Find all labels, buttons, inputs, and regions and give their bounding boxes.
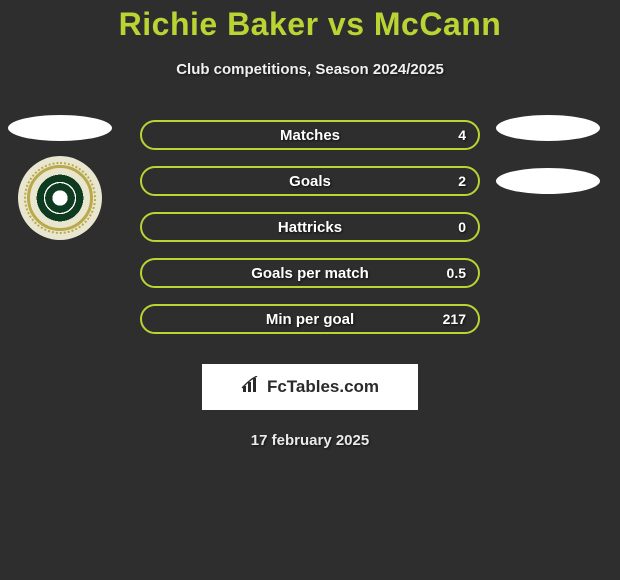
stat-label: Goals per match bbox=[251, 265, 369, 282]
stat-value-right: 0 bbox=[458, 219, 466, 235]
player-right-placeholder-2 bbox=[496, 168, 600, 194]
stat-value-right: 2 bbox=[458, 173, 466, 189]
stat-value-right: 4 bbox=[458, 127, 466, 143]
stat-row-min-per-goal: Min per goal 217 bbox=[140, 304, 480, 334]
brand-attribution: FcTables.com bbox=[202, 364, 418, 410]
brand-text: FcTables.com bbox=[267, 377, 379, 397]
stat-row-hattricks: Hattricks 0 bbox=[140, 212, 480, 242]
stat-value-right: 0.5 bbox=[447, 265, 466, 281]
stat-label: Min per goal bbox=[266, 311, 354, 328]
footer-date: 17 february 2025 bbox=[0, 432, 620, 449]
club-badge-icon bbox=[27, 165, 93, 231]
stat-bars: Matches 4 Goals 2 Hattricks 0 Goals per … bbox=[140, 120, 480, 334]
stat-row-goals: Goals 2 bbox=[140, 166, 480, 196]
stat-label: Hattricks bbox=[278, 219, 342, 236]
stat-value-right: 217 bbox=[443, 311, 466, 327]
stat-row-goals-per-match: Goals per match 0.5 bbox=[140, 258, 480, 288]
club-badge bbox=[18, 156, 102, 240]
stat-label: Matches bbox=[280, 127, 340, 144]
player-left-placeholder bbox=[8, 115, 112, 141]
page-title: Richie Baker vs McCann bbox=[0, 6, 620, 43]
stat-row-matches: Matches 4 bbox=[140, 120, 480, 150]
stat-label: Goals bbox=[289, 173, 331, 190]
subtitle: Club competitions, Season 2024/2025 bbox=[0, 61, 620, 78]
player-right-placeholder bbox=[496, 115, 600, 141]
bar-chart-icon bbox=[241, 376, 261, 399]
comparison-chart: Matches 4 Goals 2 Hattricks 0 Goals per … bbox=[0, 120, 620, 334]
